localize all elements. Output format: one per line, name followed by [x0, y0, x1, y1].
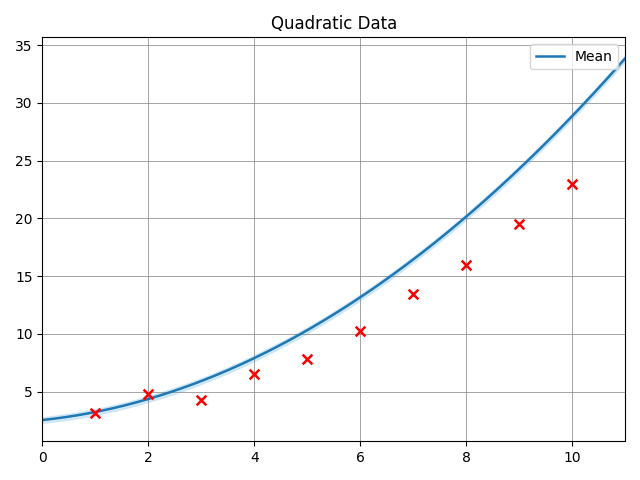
Point	[302, 356, 312, 363]
Point	[249, 371, 259, 378]
Legend: Mean: Mean	[530, 44, 618, 70]
Line: Mean: Mean	[42, 59, 625, 420]
Mean	[459, 216, 467, 222]
Point	[567, 180, 577, 188]
Mean	[462, 214, 470, 220]
Point	[196, 396, 206, 404]
Point	[143, 390, 154, 398]
Point	[408, 290, 419, 298]
Point	[514, 220, 524, 228]
Point	[461, 261, 471, 268]
Mean	[621, 56, 629, 61]
Point	[355, 327, 365, 335]
Mean	[269, 346, 277, 352]
Mean	[405, 260, 413, 265]
Mean	[228, 365, 236, 371]
Mean	[38, 417, 46, 423]
Point	[90, 408, 100, 416]
Title: Quadratic Data: Quadratic Data	[271, 15, 397, 33]
Mean	[109, 406, 116, 411]
